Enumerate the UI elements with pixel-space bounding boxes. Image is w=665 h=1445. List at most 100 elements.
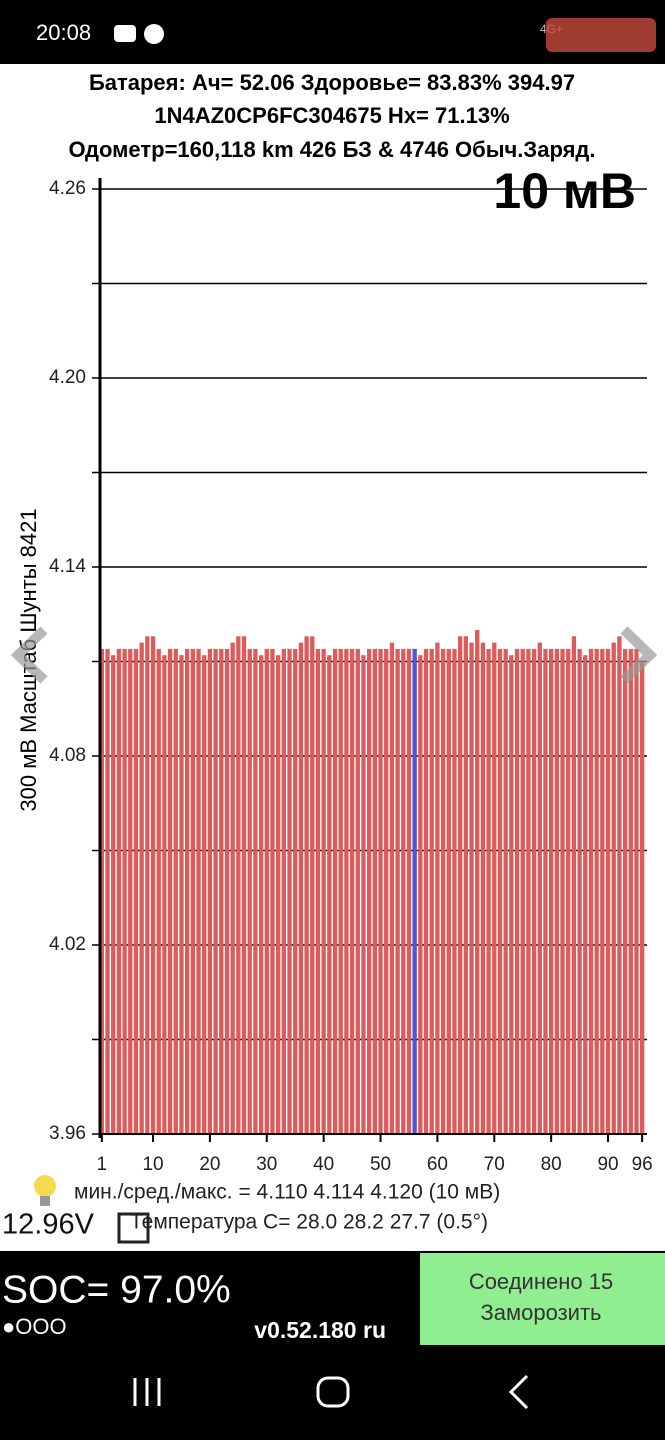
nav-back[interactable] [508, 1374, 529, 1410]
chevron-right[interactable] [620, 626, 658, 684]
bar [105, 648, 110, 1134]
bar [321, 648, 326, 1134]
bar [378, 648, 383, 1134]
bar [111, 655, 116, 1134]
bar [412, 648, 417, 1134]
bar [475, 630, 480, 1134]
bar [492, 642, 497, 1134]
bar [162, 655, 167, 1134]
bar [349, 648, 355, 1134]
bar [332, 648, 338, 1134]
bar [509, 655, 514, 1134]
bar [622, 648, 628, 1134]
nav-bar [133, 1374, 529, 1410]
nav-home[interactable] [316, 1376, 350, 1408]
button-text[interactable]: Соединено 15 [469, 1269, 613, 1294]
bar [537, 642, 542, 1134]
bar [173, 648, 178, 1134]
bar [344, 648, 349, 1134]
bar [401, 648, 406, 1134]
bar [190, 648, 196, 1134]
bulb-icon[interactable] [34, 1175, 56, 1197]
x-tick-label: 40 [313, 1154, 334, 1175]
bar [310, 636, 315, 1134]
bulb-base [40, 1196, 50, 1206]
bar [315, 648, 321, 1134]
freeze-button[interactable] [420, 1253, 665, 1345]
bar [435, 642, 440, 1134]
bar [389, 642, 395, 1134]
bar [583, 655, 588, 1134]
bar [617, 636, 622, 1134]
calendar-icon[interactable] [117, 1212, 150, 1244]
y-tick-label: 4.02 [49, 934, 86, 955]
y-tick-label: 4.08 [49, 745, 86, 766]
bar [247, 648, 252, 1134]
bar [327, 655, 332, 1134]
x-tick-label: 60 [427, 1154, 448, 1175]
watermark [546, 18, 656, 52]
bar [605, 648, 611, 1134]
y-tick-label: 4.20 [49, 367, 86, 388]
bar [588, 648, 594, 1134]
x-tick-label: 96 [632, 1154, 653, 1175]
header-line: Одометр=160,118 km 426 БЗ & 4746 Обыч.За… [68, 137, 595, 162]
bar [577, 648, 582, 1134]
bar [611, 642, 616, 1134]
bar [514, 648, 520, 1134]
y-tick-label: 4.26 [49, 178, 86, 199]
x-tick-label: 30 [256, 1154, 277, 1175]
bar [179, 655, 184, 1134]
bar [497, 648, 503, 1134]
bar [480, 642, 486, 1134]
bar [304, 636, 309, 1134]
bar [270, 648, 275, 1134]
header-line: 1N4AZ0CP6FC304675 Hx= 71.13% [154, 103, 509, 128]
bar [156, 648, 161, 1134]
bar [99, 648, 105, 1134]
bar [594, 648, 599, 1134]
version: v0.52.180 ru [254, 1317, 386, 1343]
bar [560, 648, 565, 1134]
bar [361, 655, 366, 1134]
clock: 20:08 [36, 20, 91, 45]
bar [258, 655, 264, 1134]
scale-label: 10 мВ [493, 163, 636, 219]
bar [293, 648, 298, 1134]
bar [213, 648, 218, 1134]
bar [275, 655, 281, 1134]
bar [355, 648, 360, 1134]
bar [236, 636, 241, 1134]
bar [167, 648, 173, 1134]
bar [145, 636, 150, 1134]
bar [600, 648, 605, 1134]
bar [503, 648, 508, 1134]
bar [429, 648, 434, 1134]
bar [463, 636, 469, 1134]
bar [531, 648, 537, 1134]
x-tick-label: 1 [97, 1154, 108, 1175]
bar [554, 648, 560, 1134]
y-tick-label: 4.14 [49, 556, 86, 577]
voltage: 12.96V [2, 1209, 95, 1241]
bar [628, 648, 633, 1134]
y-tick-label: 3.96 [49, 1123, 86, 1144]
plot: 4.26 4.20 4.14 4.08 4.02 3.96 1 10 20 30 40 50 60 70 8… [49, 178, 653, 1175]
nav-recent[interactable] [133, 1378, 161, 1406]
bar [219, 648, 224, 1134]
bar [452, 648, 457, 1134]
chevron-left[interactable] [10, 626, 48, 684]
bar [253, 648, 258, 1134]
button-text[interactable]: Заморозить [480, 1300, 601, 1325]
header-line: Батарея: Ач= 52.06 Здоровье= 83.83% 394.… [89, 70, 575, 95]
notification-icon [144, 24, 164, 44]
bar [395, 648, 400, 1134]
bar [184, 648, 190, 1134]
bar [446, 648, 451, 1134]
dots: ●OOO [2, 1314, 67, 1339]
x-tick-label: 80 [541, 1154, 562, 1175]
bar [122, 648, 127, 1134]
bar [196, 648, 201, 1134]
